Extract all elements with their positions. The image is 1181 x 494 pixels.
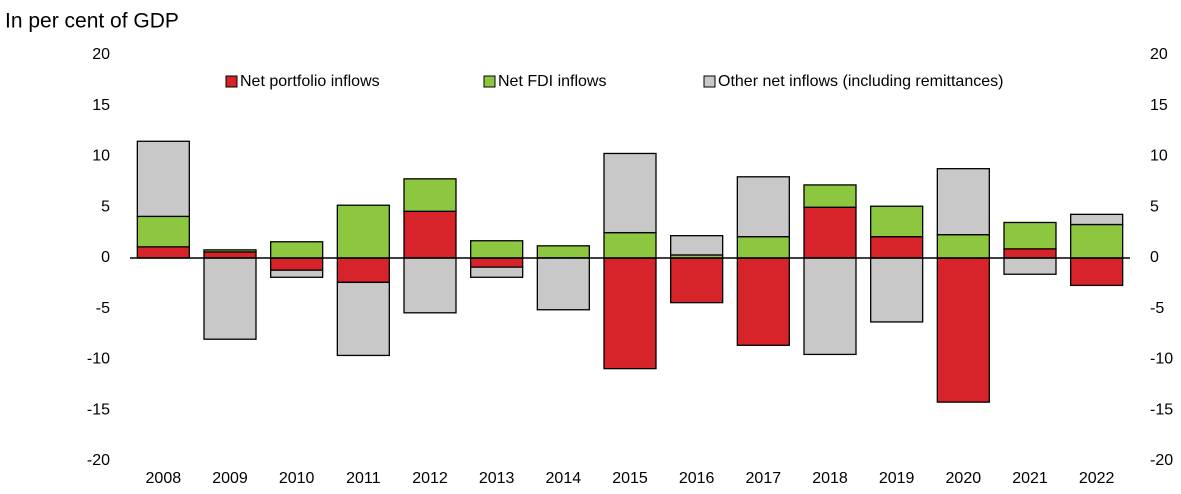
x-tick-label: 2021 bbox=[1012, 470, 1048, 487]
legend-swatch bbox=[483, 75, 496, 88]
bar-segment bbox=[403, 210, 457, 259]
x-tick-label: 2016 bbox=[679, 470, 715, 487]
legend-label: Net FDI inflows bbox=[498, 73, 606, 90]
y-tick-label: 10 bbox=[92, 148, 110, 165]
bar-segment bbox=[736, 257, 790, 346]
y-tick-label: -10 bbox=[87, 351, 110, 368]
bar-segment bbox=[803, 257, 857, 356]
bar-segment bbox=[136, 215, 190, 248]
y2-tick-label: 10 bbox=[1150, 148, 1168, 165]
bar-segment bbox=[670, 257, 724, 304]
bar-segment bbox=[203, 249, 257, 253]
bar-segment bbox=[270, 257, 324, 271]
bar-segment bbox=[803, 184, 857, 208]
x-tick-label: 2017 bbox=[746, 470, 782, 487]
bar-segment bbox=[1070, 223, 1124, 259]
bar-segment bbox=[803, 206, 857, 259]
x-tick-label: 2015 bbox=[612, 470, 648, 487]
bar-segment bbox=[1003, 257, 1057, 275]
bar-segment bbox=[736, 236, 790, 259]
bar-segment bbox=[136, 246, 190, 259]
y-tick-label: 20 bbox=[92, 46, 110, 63]
y-tick-label: -5 bbox=[96, 300, 110, 317]
y-tick-label: -20 bbox=[87, 452, 110, 469]
y2-tick-label: -15 bbox=[1150, 401, 1173, 418]
bar-segment bbox=[936, 257, 990, 403]
bar-segment bbox=[603, 231, 657, 259]
bar-segment bbox=[536, 257, 590, 311]
x-tick-label: 2013 bbox=[479, 470, 515, 487]
bar-segment bbox=[403, 257, 457, 314]
x-tick-label: 2010 bbox=[279, 470, 315, 487]
bar-segment bbox=[403, 178, 457, 212]
y2-tick-label: 20 bbox=[1150, 46, 1168, 63]
y2-tick-label: -5 bbox=[1150, 300, 1164, 317]
bar-segment bbox=[1003, 221, 1057, 250]
bar-segment bbox=[336, 281, 390, 357]
y2-tick-label: -10 bbox=[1150, 351, 1173, 368]
bar-segment bbox=[936, 168, 990, 236]
bar-segment bbox=[603, 257, 657, 370]
legend-label: Other net inflows (including remittances… bbox=[718, 73, 1003, 90]
bar-segment bbox=[203, 251, 257, 259]
x-tick-label: 2019 bbox=[879, 470, 915, 487]
bar-segment bbox=[736, 176, 790, 238]
x-tick-label: 2011 bbox=[346, 470, 381, 487]
x-tick-label: 2008 bbox=[146, 470, 182, 487]
bar-segment bbox=[270, 241, 324, 259]
x-tick-label: 2012 bbox=[412, 470, 448, 487]
y-tick-label: 0 bbox=[101, 249, 110, 266]
y2-tick-label: -20 bbox=[1150, 452, 1173, 469]
bar-segment bbox=[470, 266, 524, 278]
chart-title: In per cent of GDP bbox=[5, 10, 179, 33]
bar-segment bbox=[1070, 257, 1124, 287]
y2-tick-label: 0 bbox=[1150, 249, 1159, 266]
bar-segment bbox=[536, 245, 590, 259]
bar-segment bbox=[470, 257, 524, 268]
legend-swatch bbox=[703, 75, 716, 88]
bar-segment bbox=[336, 257, 390, 284]
bar-segment bbox=[1003, 248, 1057, 259]
bar-segment bbox=[870, 257, 924, 323]
x-tick-label: 2018 bbox=[812, 470, 848, 487]
bar-segment bbox=[336, 204, 390, 259]
bar-segment bbox=[870, 236, 924, 259]
bar-segment bbox=[670, 235, 724, 256]
bar-segment bbox=[203, 257, 257, 340]
bar-segment bbox=[470, 240, 524, 259]
y-tick-label: 15 bbox=[92, 97, 110, 114]
bar-segment bbox=[603, 152, 657, 234]
x-tick-label: 2009 bbox=[212, 470, 248, 487]
legend-label: Net portfolio inflows bbox=[240, 73, 380, 90]
y2-tick-label: 15 bbox=[1150, 97, 1168, 114]
bar-segment bbox=[870, 205, 924, 238]
legend-swatch bbox=[225, 75, 238, 88]
y-tick-label: -15 bbox=[87, 401, 110, 418]
bar-segment bbox=[936, 234, 990, 259]
x-tick-label: 2020 bbox=[946, 470, 982, 487]
y2-tick-label: 5 bbox=[1150, 198, 1159, 215]
x-tick-label: 2022 bbox=[1079, 470, 1115, 487]
bar-segment bbox=[270, 269, 324, 278]
y-tick-label: 5 bbox=[101, 198, 110, 215]
x-tick-label: 2014 bbox=[546, 470, 582, 487]
bar-segment bbox=[1070, 213, 1124, 226]
bar-segment bbox=[136, 140, 190, 218]
